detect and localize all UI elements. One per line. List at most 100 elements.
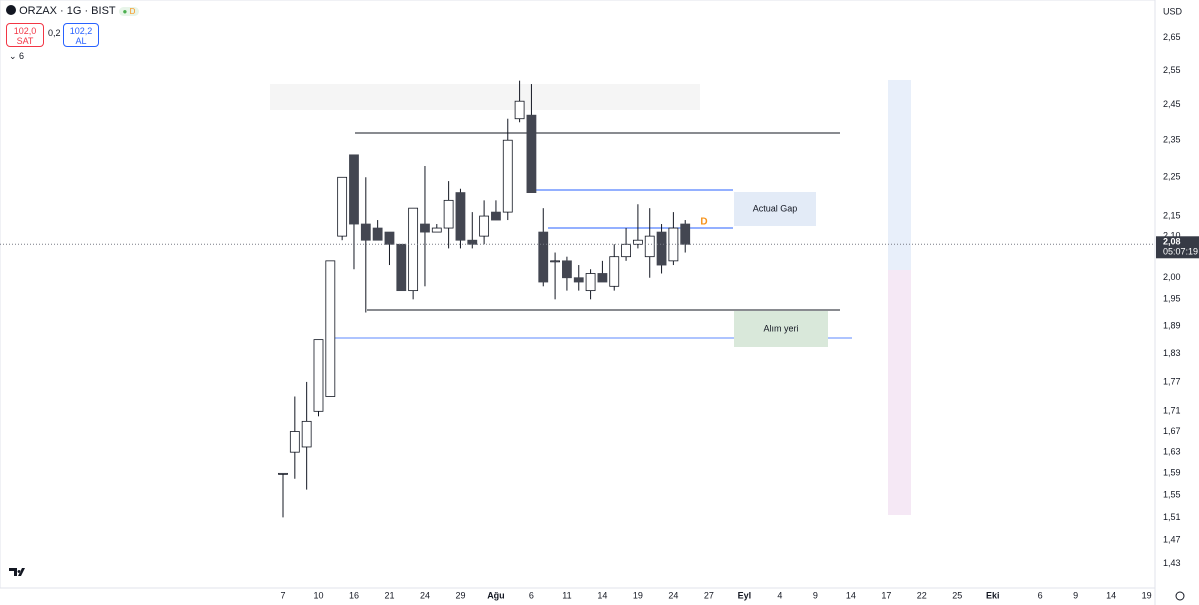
candle-body <box>621 243 631 258</box>
candle-body <box>360 223 371 241</box>
candle-body <box>597 273 608 283</box>
stop-zone <box>888 270 911 515</box>
candle-body <box>680 223 691 245</box>
candle-body <box>431 227 442 233</box>
buy-zone-box <box>734 311 828 347</box>
candle-body <box>337 176 348 237</box>
x-tick-label: 16 <box>349 590 359 600</box>
candle-body <box>479 215 490 237</box>
y-tick-label: 2,55 <box>1163 65 1181 75</box>
x-tick-label: 29 <box>455 590 465 600</box>
x-tick-label: 4 <box>777 590 782 600</box>
y-tick-label: 1,63 <box>1163 447 1181 457</box>
y-tick-label: 1,77 <box>1163 376 1181 386</box>
status: D <box>129 7 136 16</box>
candle-body <box>289 431 300 453</box>
y-tick-label: 2,15 <box>1163 210 1181 220</box>
event-marker[interactable]: D <box>700 217 707 228</box>
y-tick-label: 1,59 <box>1163 468 1181 478</box>
x-tick-label: Ağu <box>487 590 505 600</box>
candle-body <box>644 235 655 258</box>
candle-body <box>384 231 395 245</box>
y-tick-label: 1,71 <box>1163 406 1181 416</box>
status-pill[interactable]: ● D <box>118 7 140 16</box>
candle-body <box>656 231 667 266</box>
y-tick-label: 1,67 <box>1163 426 1181 436</box>
spread: 0,2 <box>48 28 61 38</box>
candle-body <box>573 277 584 283</box>
candle-body <box>538 231 549 283</box>
x-tick-label: 11 <box>562 590 571 600</box>
candle-body <box>668 227 679 262</box>
last-price-box <box>1156 236 1199 259</box>
candle-body <box>585 273 596 292</box>
settings-icon[interactable] <box>1175 591 1185 601</box>
last-price-label: 2,08 <box>1163 237 1181 247</box>
candle-body <box>408 207 419 292</box>
x-tick-label: 27 <box>704 590 714 600</box>
candle-body <box>491 211 501 221</box>
y-tick-label: 2,45 <box>1163 99 1181 109</box>
sell-label: SAT <box>16 36 34 46</box>
x-tick-label: 6 <box>1038 590 1043 600</box>
x-tick-label: 25 <box>952 590 962 600</box>
x-tick-label: 19 <box>633 590 643 600</box>
candle-body <box>278 472 288 475</box>
y-tick-label: 1,47 <box>1163 535 1181 545</box>
candle-body <box>526 114 537 193</box>
candle-body <box>633 239 643 245</box>
buy-label: AL <box>75 36 87 46</box>
buy-zone-label: Alım yeri <box>763 323 798 333</box>
indicators-toggle[interactable]: ⌄ 6 <box>9 51 25 61</box>
candle-body <box>514 100 525 120</box>
y-tick-label: 1,95 <box>1163 294 1181 304</box>
symbol[interactable]: ORZAX · 1G · BIST <box>19 5 116 17</box>
candle-body <box>301 420 312 448</box>
x-tick-label: 14 <box>846 590 856 600</box>
candle-body <box>396 243 407 292</box>
y-tick-label: 1,51 <box>1163 512 1181 522</box>
gap-box <box>734 192 816 226</box>
candle-body <box>502 139 513 213</box>
y-tick-label: 2,25 <box>1163 172 1181 182</box>
currency[interactable]: USD <box>1163 6 1183 16</box>
x-tick-label: Eki <box>986 590 1000 600</box>
gap-box-label: Actual Gap <box>753 203 798 213</box>
symbol-icon <box>6 5 16 15</box>
candle-body <box>372 227 383 241</box>
candle-body <box>562 260 572 279</box>
shade-zone <box>270 84 700 110</box>
indicators-count: 6 <box>19 51 25 61</box>
buy-button[interactable]: 102,2 AL <box>63 23 99 47</box>
candle-body <box>455 192 466 241</box>
y-tick-label: 1,89 <box>1163 320 1181 330</box>
x-tick-label: 10 <box>313 590 323 600</box>
y-tick-label: 1,43 <box>1163 558 1181 568</box>
x-tick-label: 14 <box>597 590 607 600</box>
target-zone <box>888 80 911 270</box>
candle-body <box>420 223 430 233</box>
y-tick-label: 2,10 <box>1163 231 1181 241</box>
candle-body <box>325 260 336 397</box>
x-tick-label: 9 <box>813 590 818 600</box>
x-tick-label: 22 <box>917 590 927 600</box>
candle-body <box>443 199 454 229</box>
x-tick-label: 24 <box>668 590 678 600</box>
x-tick-label: 9 <box>1073 590 1078 600</box>
logo <box>9 568 25 576</box>
candle-body <box>550 260 560 263</box>
countdown: 05:07:19 <box>1163 247 1198 257</box>
x-tick-label: 14 <box>1106 590 1116 600</box>
y-tick-label: 2,00 <box>1163 272 1181 282</box>
candle-body <box>349 154 359 225</box>
x-tick-label: 7 <box>280 590 285 600</box>
x-tick-label: 19 <box>1142 590 1152 600</box>
symbol-bar[interactable]: ORZAX · 1G · BIST ● D <box>6 5 140 17</box>
y-tick-label: 1,83 <box>1163 348 1181 358</box>
sell-button[interactable]: 102,0 SAT <box>6 23 44 47</box>
sell-price: 102,0 <box>13 26 37 36</box>
x-tick-label: 21 <box>384 590 394 600</box>
x-tick-label: 17 <box>881 590 891 600</box>
